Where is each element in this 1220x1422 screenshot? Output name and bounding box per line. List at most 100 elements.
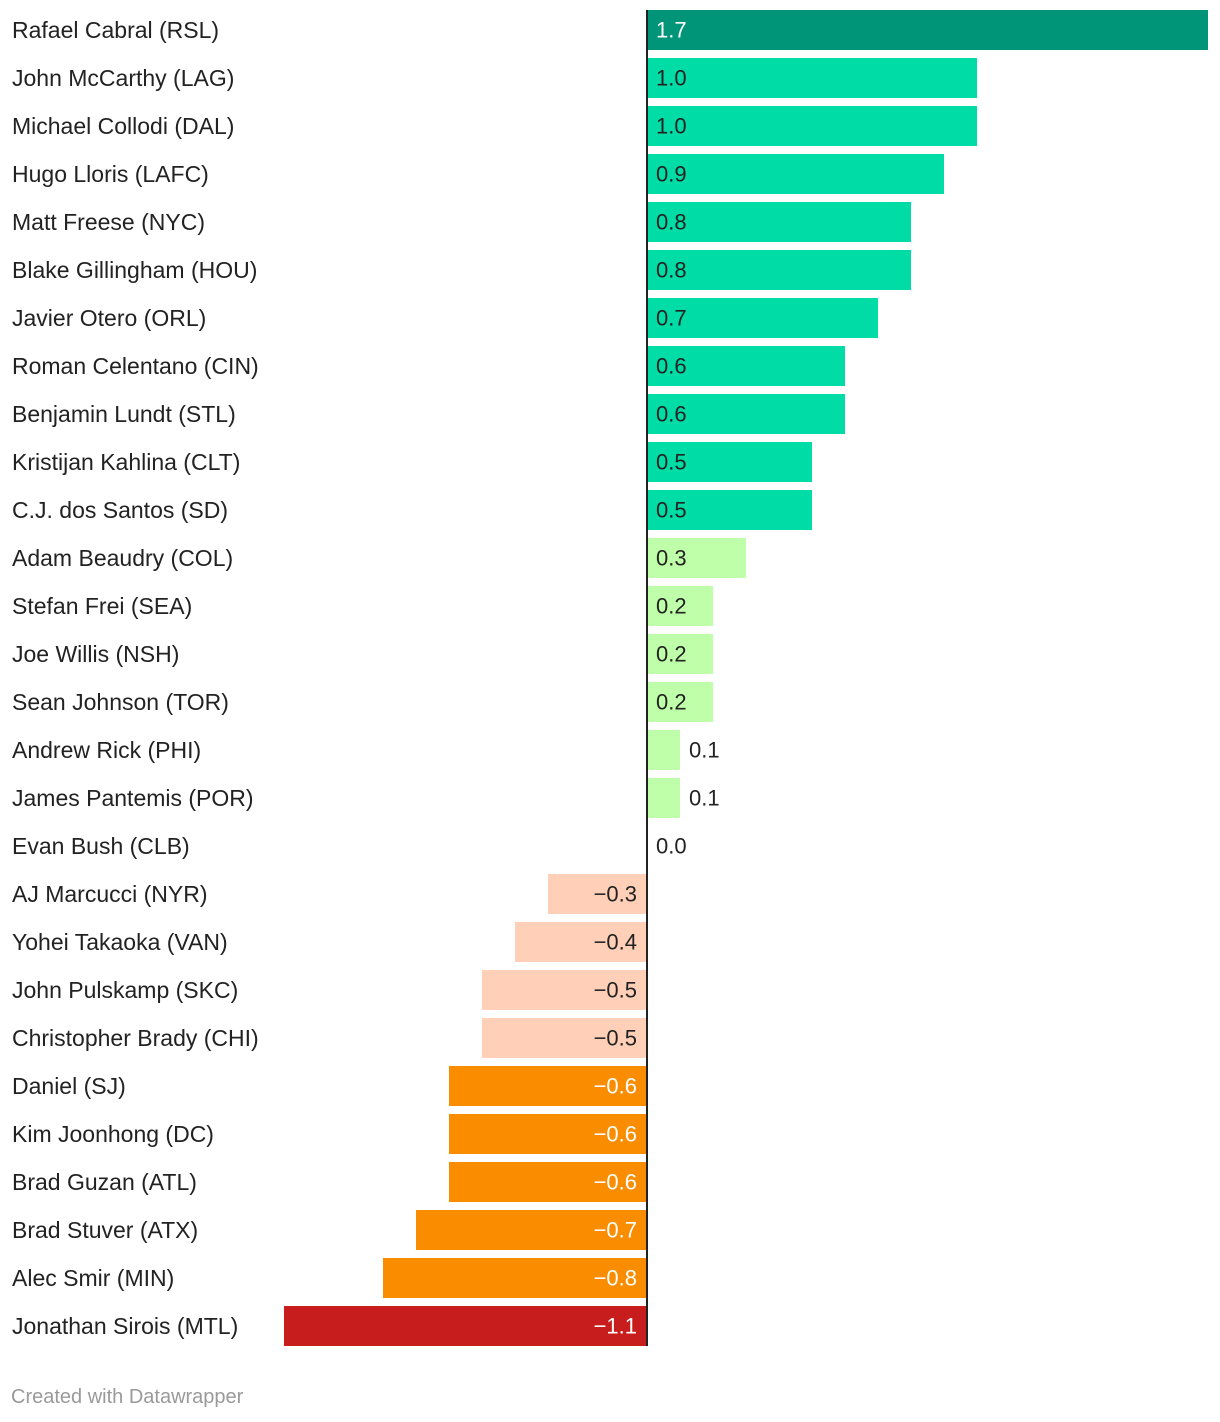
category-label: Blake Gillingham (HOU) [12,257,257,283]
bar-row: Adam Beaudry (COL) 0.3 [12,538,746,578]
bar [647,10,1208,50]
category-label: Andrew Rick (PHI) [12,737,201,763]
bar-row: Rafael Cabral (RSL) 1.7 [12,10,1208,50]
category-label: Daniel (SJ) [12,1073,126,1099]
bar-chart: Rafael Cabral (RSL) 1.7 John McCarthy (LAG… [12,10,1208,1346]
bar-row: Brad Stuver (ATX) −0.7 [12,1210,647,1250]
bar-row: Evan Bush (CLB) 0.0 [12,833,687,859]
bar [647,586,713,626]
value-label: 0.8 [656,210,687,235]
category-label: James Pantemis (POR) [12,785,254,811]
bar-row: John McCarthy (LAG) 1.0 [12,58,977,98]
bar [647,490,812,530]
bar [647,202,911,242]
bar-row: Alec Smir (MIN) −0.8 [12,1258,647,1298]
category-label: Hugo Lloris (LAFC) [12,161,209,187]
category-label: Sean Johnson (TOR) [12,689,229,715]
bar-row: C.J. dos Santos (SD) 0.5 [12,490,812,530]
bar [647,634,713,674]
bar-row: Jonathan Sirois (MTL) −1.1 [12,1306,647,1346]
value-label: 1.7 [656,18,687,43]
bar-row: Yohei Takaoka (VAN) −0.4 [12,922,647,962]
value-label: 0.6 [656,354,687,379]
value-label: 0.5 [656,498,687,523]
bar-row: Blake Gillingham (HOU) 0.8 [12,250,911,290]
category-label: Adam Beaudry (COL) [12,545,233,571]
bar [383,1258,647,1298]
value-label: −0.6 [594,1074,637,1099]
category-label: Christopher Brady (CHI) [12,1025,259,1051]
bar-row: Stefan Frei (SEA) 0.2 [12,586,713,626]
category-label: Stefan Frei (SEA) [12,593,192,619]
value-label: 0.6 [656,402,687,427]
value-label: −0.4 [594,930,637,955]
bar [647,682,713,722]
datawrapper-credit: Created with Datawrapper [11,1386,244,1408]
bar-row: Brad Guzan (ATL) −0.6 [12,1162,647,1202]
value-label: 0.7 [656,306,687,331]
bar [647,250,911,290]
bar [416,1210,647,1250]
category-label: John McCarthy (LAG) [12,65,234,91]
bar [647,538,746,578]
category-label: Alec Smir (MIN) [12,1265,174,1291]
value-label: 0.5 [656,450,687,475]
value-label: 0.1 [689,786,720,811]
bar [647,298,878,338]
category-label: Brad Guzan (ATL) [12,1169,197,1195]
category-label: Roman Celentano (CIN) [12,353,259,379]
bar [647,730,680,770]
value-label: 0.8 [656,258,687,283]
category-label: Kristijan Kahlina (CLT) [12,449,240,475]
value-label: −0.6 [594,1122,637,1147]
bar [284,1306,647,1346]
category-label: Benjamin Lundt (STL) [12,401,236,427]
category-label: Brad Stuver (ATX) [12,1217,198,1243]
value-label: 0.2 [656,690,687,715]
bar-row: Matt Freese (NYC) 0.8 [12,202,911,242]
category-label: Evan Bush (CLB) [12,833,190,859]
bar [482,1018,647,1058]
bar-row: Kristijan Kahlina (CLT) 0.5 [12,442,812,482]
bar-row: Andrew Rick (PHI) 0.1 [12,730,720,770]
bar-row: Michael Collodi (DAL) 1.0 [12,106,977,146]
category-label: Joe Willis (NSH) [12,641,179,667]
bar [449,1162,647,1202]
value-label: −0.7 [594,1218,637,1243]
category-label: Michael Collodi (DAL) [12,113,234,139]
bar-row: Roman Celentano (CIN) 0.6 [12,346,845,386]
value-label: −0.3 [594,882,637,907]
category-label: Rafael Cabral (RSL) [12,17,219,43]
value-label: 0.0 [656,834,687,859]
category-label: Kim Joonhong (DC) [12,1121,214,1147]
value-label: −1.1 [594,1314,637,1339]
bar-row: Joe Willis (NSH) 0.2 [12,634,713,674]
bar-row: John Pulskamp (SKC) −0.5 [12,970,647,1010]
bar [647,346,845,386]
value-label: 0.2 [656,594,687,619]
category-label: C.J. dos Santos (SD) [12,497,228,523]
bar-row: James Pantemis (POR) 0.1 [12,778,720,818]
category-label: Matt Freese (NYC) [12,209,205,235]
bar [647,154,944,194]
value-label: 0.2 [656,642,687,667]
bar [647,106,977,146]
category-label: John Pulskamp (SKC) [12,977,238,1003]
bar [647,58,977,98]
bar-row: Christopher Brady (CHI) −0.5 [12,1018,647,1058]
category-label: AJ Marcucci (NYR) [12,881,208,907]
bar-row: Javier Otero (ORL) 0.7 [12,298,878,338]
category-label: Javier Otero (ORL) [12,305,206,331]
bar-row: Daniel (SJ) −0.6 [12,1066,647,1106]
bar-row: AJ Marcucci (NYR) −0.3 [12,874,647,914]
value-label: 0.9 [656,162,687,187]
value-label: −0.5 [594,1026,637,1051]
bar [647,778,680,818]
value-label: −0.5 [594,978,637,1003]
value-label: −0.6 [594,1170,637,1195]
category-label: Yohei Takaoka (VAN) [12,929,228,955]
value-label: −0.8 [594,1266,637,1291]
value-label: 0.1 [689,738,720,763]
bar [515,922,647,962]
bar [647,442,812,482]
